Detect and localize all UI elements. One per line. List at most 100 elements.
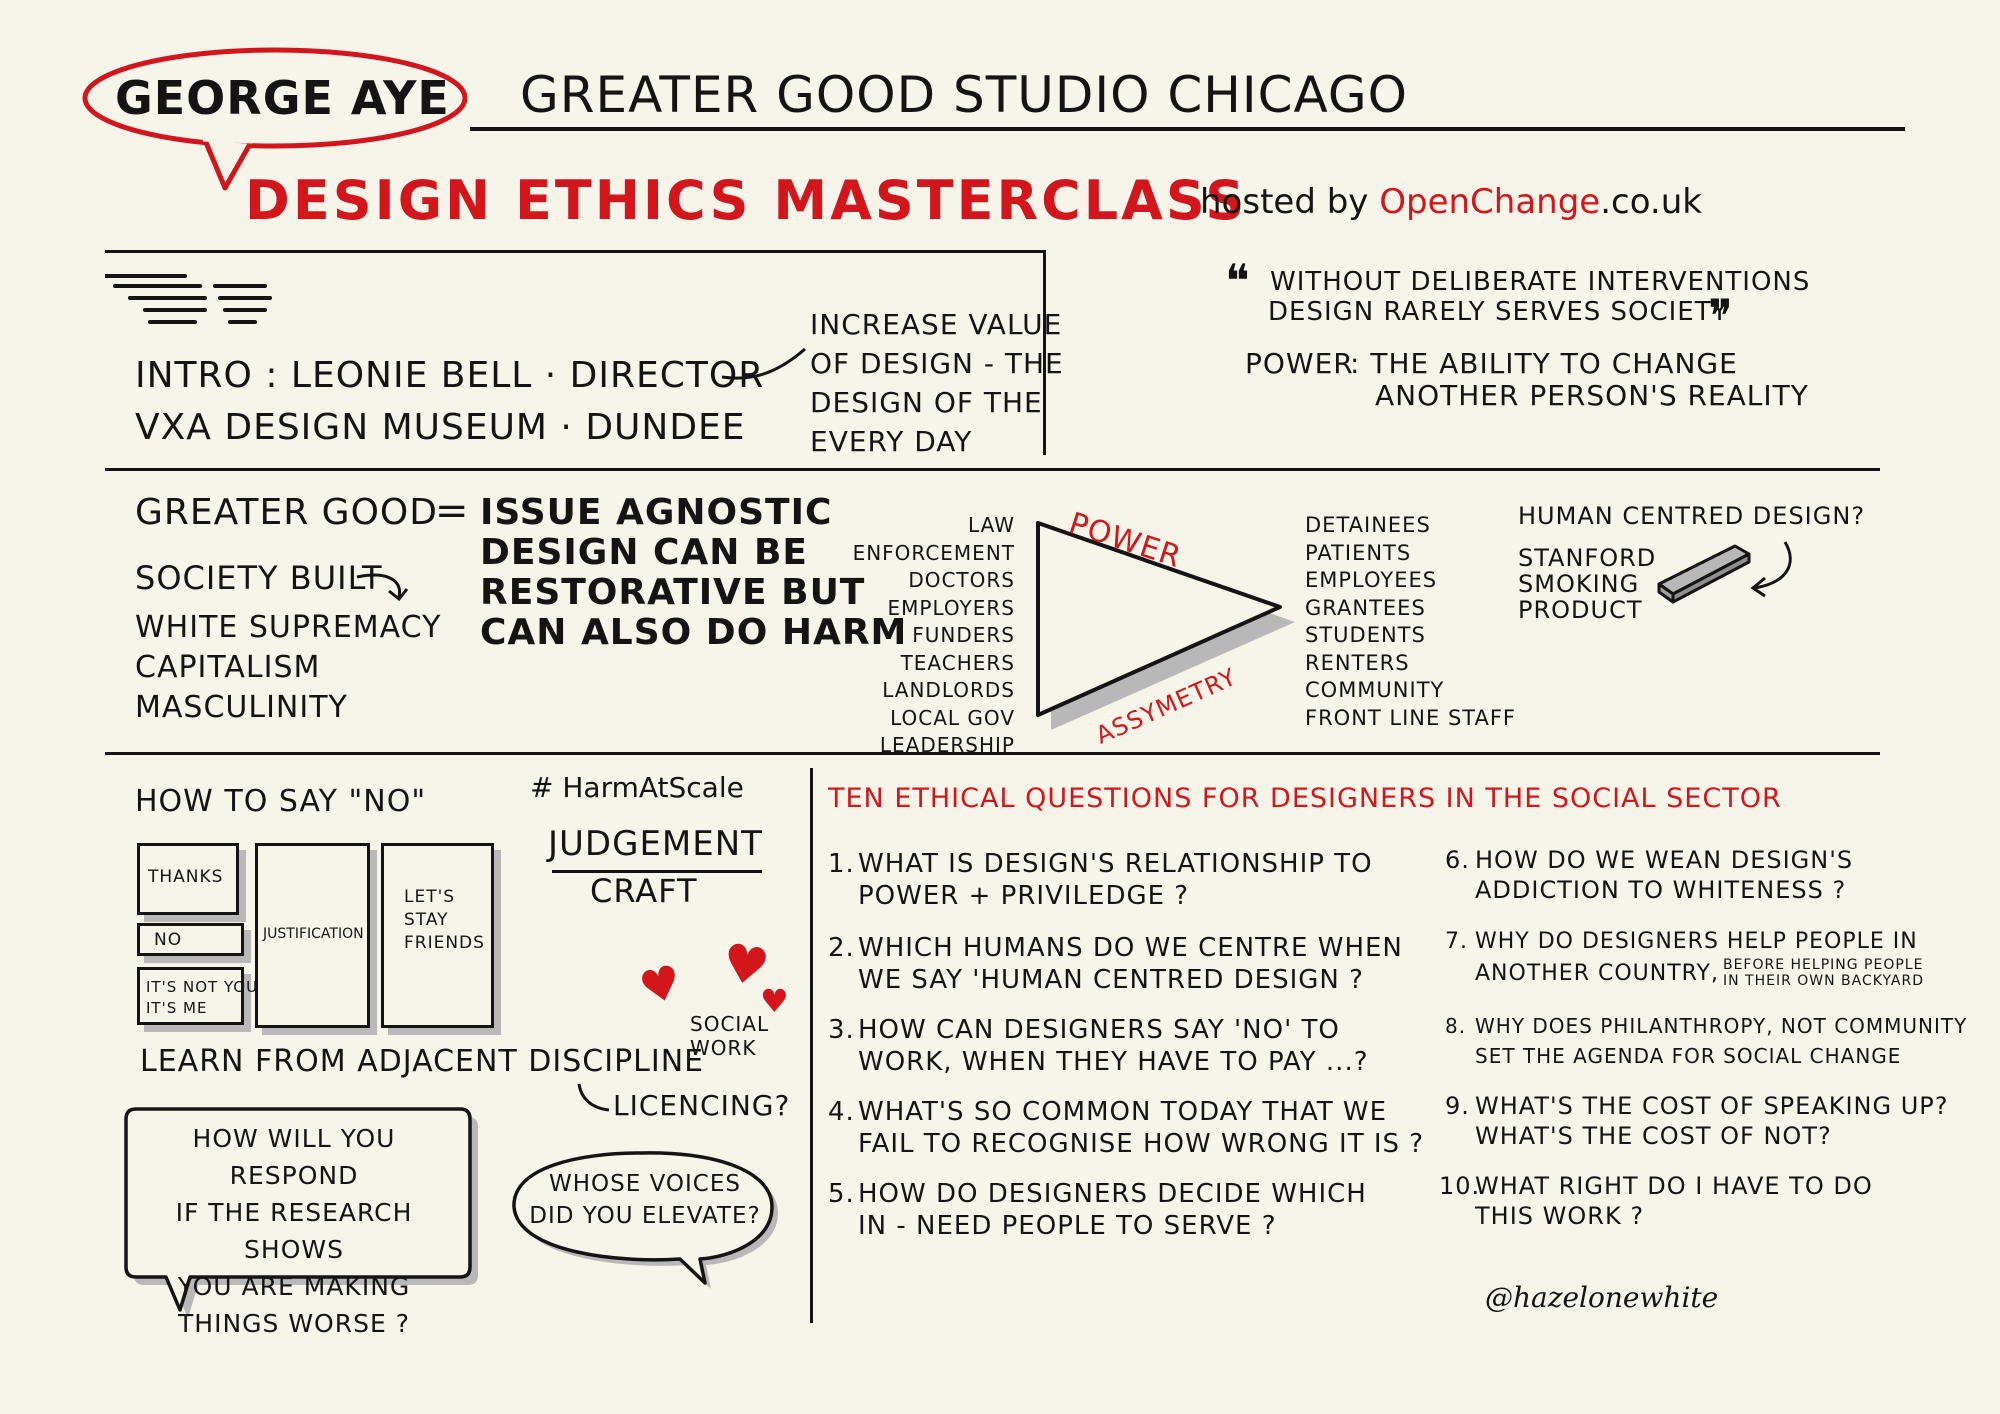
thanks-label: THANKS (148, 867, 224, 887)
friends-box: LET'S STAY FRIENDS (381, 843, 494, 1028)
hcd-question: HUMAN CENTRED DESIGN? (1518, 502, 1866, 530)
question-number: 3. (828, 1015, 855, 1045)
greater-good-label: GREATER GOOD (135, 492, 438, 533)
definition-line: DESIGN CAN BE (480, 532, 808, 573)
learn-adjacent-label: LEARN FROM ADJACENT DISCIPLINE (140, 1044, 705, 1079)
power-subject: GRANTEES (1305, 595, 1426, 620)
question-number: 10. (1439, 1172, 1481, 1200)
speaker-speech-bubble (82, 47, 468, 191)
society-item: MASCULINITY (135, 690, 348, 725)
question-text: IN - NEED PEOPLE TO SERVE ? (858, 1211, 1277, 1241)
curved-arrow-icon (1750, 541, 1792, 598)
question-item: 2. WHICH HUMANS DO WE CENTRE WHEN WE SAY … (828, 932, 1424, 996)
question-item: 6. HOW DO WE WEAN DESIGN'S ADDICTION TO W… (1445, 845, 1967, 905)
section-divider-1 (105, 468, 1880, 471)
question-text: WHY DOES PHILANTHROPY, NOT COMMUNITY (1475, 1014, 1968, 1038)
definition-line: RESTORATIVE BUT (480, 572, 866, 613)
research-line: HOW WILL YOU RESPOND (192, 1124, 396, 1190)
power-subject: EMPLOYEES (1305, 568, 1438, 592)
question-item: 8. WHY DOES PHILANTHROPY, NOT COMMUNITY S… (1445, 1011, 1967, 1071)
power-holder: LEADERSHIP (879, 733, 1015, 757)
vape-device-icon (1657, 544, 1751, 604)
power-subject: COMMUNITY (1305, 678, 1445, 702)
friends-line: STAY (404, 910, 449, 930)
power-subject: RENTERS (1305, 650, 1410, 675)
question-text: WORK, WHEN THEY HAVE TO PAY ...? (858, 1047, 1369, 1077)
not-you-box: IT'S NOT YOU IT'S ME (137, 967, 257, 1025)
question-item: 4. WHAT'S SO COMMON TODAY THAT WE FAIL TO… (828, 1096, 1424, 1160)
craft-label: CRAFT (590, 872, 698, 910)
power-holder: FUNDERS (912, 623, 1015, 647)
speed-lines-icon (105, 274, 272, 324)
question-text: ADDICTION TO WHITENESS ? (1475, 876, 1847, 904)
power-subject: FRONT LINE STAFF (1305, 705, 1517, 730)
power-holders-list: LAW ENFORCEMENT DOCTORS EMPLOYERS FUNDER… (820, 512, 1015, 760)
question-text: HOW CAN DESIGNERS SAY 'NO' TO (858, 1015, 1340, 1045)
society-item: WHITE SUPREMACY (135, 610, 442, 645)
question-text: WHAT RIGHT DO I HAVE TO DO (1475, 1172, 1873, 1200)
power-triangle (1036, 521, 1295, 730)
research-speech-bubble (124, 1107, 478, 1318)
justification-box: JUSTIFICATION (255, 843, 370, 1028)
page-title: DESIGN ETHICS MASTERCLASS (245, 169, 1248, 232)
question-number: 1. (828, 849, 855, 879)
question-item: 5. HOW DO DESIGNERS DECIDE WHICH IN - NEE… (828, 1178, 1424, 1242)
connector-swoosh (721, 347, 806, 380)
power-holder: LOCAL GOV (890, 705, 1015, 730)
research-line: THINGS WORSE ? (178, 1309, 410, 1338)
hcd-example-line: PRODUCT (1518, 596, 1643, 624)
research-question: HOW WILL YOU RESPOND IF THE RESEARCH SHO… (134, 1120, 454, 1342)
intro-line-2: VXA DESIGN MUSEUM · DUNDEE (135, 407, 746, 448)
heart-icon: ♥ (633, 953, 688, 1017)
question-text: WHAT'S SO COMMON TODAY THAT WE (858, 1097, 1388, 1127)
no-box: NO (137, 923, 244, 956)
speaker-org: GREATER GOOD STUDIO CHICAGO (520, 66, 1408, 124)
power-subjects-list: DETAINEES PATIENTS EMPLOYEES GRANTEES ST… (1305, 512, 1516, 732)
friends-line: FRIENDS (404, 933, 485, 953)
hcd-example-line: STANFORD (1518, 544, 1657, 572)
question-text: ANOTHER COUNTRY, (1475, 961, 1719, 986)
power-subject: STUDENTS (1305, 623, 1426, 647)
question-text: WHAT'S THE COST OF SPEAKING UP? (1475, 1092, 1949, 1120)
question-aside: BEFORE HELPING PEOPLE IN THEIR OWN BACKY… (1723, 957, 1924, 989)
intro-right-divider (1043, 250, 1046, 455)
judgement-label: JUDGEMENT (548, 824, 763, 864)
power-holder: LAW ENFORCEMENT (852, 513, 1015, 565)
justification-label: JUSTIFICATION (263, 926, 364, 942)
question-number: 6. (1445, 846, 1470, 874)
host-prefix: hosted by (1200, 182, 1369, 222)
questions-heading: TEN ETHICAL QUESTIONS FOR DESIGNERS IN T… (828, 783, 1782, 814)
intro-top-divider (105, 250, 1045, 253)
voices-question: WHOSE VOICES DID YOU ELEVATE? (520, 1168, 770, 1232)
question-number: 9. (1445, 1092, 1470, 1120)
definition-line: CAN ALSO DO HARM (480, 612, 908, 653)
quote-line-1: WITHOUT DELIBERATE INTERVENTIONS (1270, 267, 1811, 297)
questions-right-column: 6. HOW DO WE WEAN DESIGN'S ADDICTION TO W… (1439, 845, 1967, 1231)
definition-line: ISSUE AGNOSTIC (480, 492, 833, 533)
intro-line-1: INTRO : LEONIE BELL · DIRECTOR (135, 355, 765, 396)
question-text: WHICH HUMANS DO WE CENTRE WHEN (858, 933, 1403, 963)
social-work-label: SOCIAL WORK (690, 1012, 769, 1060)
speaker-name: GEORGE AYE (115, 71, 450, 125)
question-text: WHAT IS DESIGN'S RELATIONSHIP TO (858, 849, 1373, 879)
not-you-label: IT'S NOT YOU IT'S ME (146, 977, 258, 1019)
question-text: FAIL TO RECOGNISE HOW WRONG IT IS ? (858, 1129, 1425, 1159)
power-holder: TEACHERS (900, 650, 1015, 675)
section-divider-2 (105, 752, 1880, 755)
not-you-line: IT'S NOT YOU (146, 978, 259, 996)
power-definition-1: : THE ABILITY TO CHANGE (1350, 347, 1738, 380)
research-line: IF THE RESEARCH SHOWS (175, 1198, 413, 1264)
heart-icon: ♥ (760, 982, 789, 1020)
column-divider (810, 768, 813, 1323)
artist-signature: @hazelonewhite (1485, 1281, 1719, 1314)
hcd-example-line: SMOKING (1518, 570, 1640, 598)
question-number: 2. (828, 933, 855, 963)
society-item: CAPITALISM (135, 650, 321, 685)
question-number: 4. (828, 1097, 855, 1127)
greater-good-definition: ISSUE AGNOSTIC DESIGN CAN BE RESTORATIVE… (480, 493, 907, 653)
society-built-label: SOCIETY BUILT (135, 559, 383, 597)
question-item: 3. HOW CAN DESIGNERS SAY 'NO' TO WORK, WH… (828, 1014, 1424, 1078)
question-text: WHAT'S THE COST OF NOT? (1475, 1122, 1832, 1150)
question-item: 10.WHAT RIGHT DO I HAVE TO DO THIS WORK … (1439, 1171, 1967, 1231)
question-text: HOW DO WE WEAN DESIGN'S (1475, 846, 1854, 874)
